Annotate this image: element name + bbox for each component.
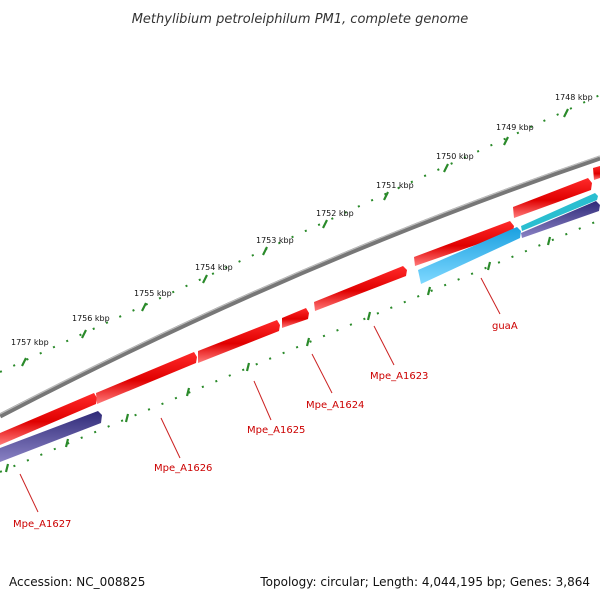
scale-label: 1750 kbp: [436, 152, 474, 161]
gene-arrow-guaA: [418, 227, 521, 284]
scale-label: 1754 kbp: [195, 263, 233, 272]
scale-label: 1756 kbp: [72, 314, 110, 323]
inner-major-ticks: [4, 236, 552, 473]
gene-arrow-right-edge: [593, 166, 600, 180]
genome-backbone: [0, 155, 600, 419]
gene-arrow-mpe-a1624: [282, 308, 309, 328]
gene-label-mpe-a1627: Mpe_A1627: [13, 519, 71, 530]
outer-major-ticks: [21, 108, 569, 367]
gene-label-mpe-a1626: Mpe_A1626: [154, 463, 212, 474]
gene-arrow-mpe-a1623: [314, 266, 407, 311]
gene-arrow-cyan-small: [521, 193, 598, 231]
scale-label: 1753 kbp: [256, 236, 294, 245]
gene-label-mpe-a1625: Mpe_A1625: [247, 425, 305, 436]
gene-arrow-right-2: [513, 178, 592, 218]
scale-label: 1749 kbp: [496, 123, 534, 132]
gene-arrow-mpe-a1625: [198, 320, 280, 363]
gene-label-guaA: guaA: [492, 321, 518, 332]
label-leaders: [19, 277, 501, 513]
scale-labels: 1748 kbp 1749 kbp 1750 kbp 1751 kbp 1752…: [11, 93, 593, 347]
gene-arrow-right-1: [414, 221, 514, 266]
genome-summary-text: Topology: circular; Length: 4,044,195 bp…: [259, 575, 590, 589]
scale-label: 1748 kbp: [555, 93, 593, 102]
gene-label-mpe-a1624: Mpe_A1624: [306, 400, 364, 411]
genome-backbone-highlight: [0, 155, 600, 415]
gene-arrow-mpe-a1627: [0, 393, 97, 445]
gene-arrow-navy-right: [521, 201, 600, 238]
scale-label: 1757 kbp: [11, 338, 49, 347]
scale-label: 1755 kbp: [134, 289, 172, 298]
reverse-strand-genes: [0, 193, 600, 462]
scale-label: 1752 kbp: [316, 209, 354, 218]
gene-arrow-reverse-left: [0, 411, 102, 462]
scale-label: 1751 kbp: [376, 181, 414, 190]
gene-arrow-mpe-a1626: [96, 352, 197, 404]
map-title: Methylibium petroleiphilum PM1, complete…: [132, 12, 469, 27]
gene-labels: guaA Mpe_A1623 Mpe_A1624 Mpe_A1625 Mpe_A…: [13, 321, 518, 530]
accession-text: Accession: NC_008825: [9, 575, 145, 589]
forward-strand-genes: [0, 166, 600, 445]
gene-label-mpe-a1623: Mpe_A1623: [370, 371, 428, 382]
